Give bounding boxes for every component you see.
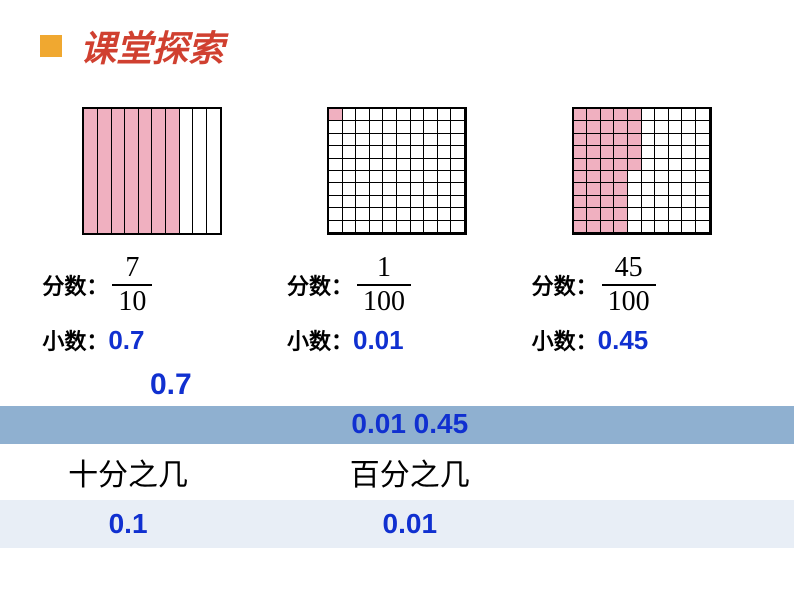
page-title: 课堂探索 — [80, 20, 224, 72]
grid-hundredths-1 — [327, 107, 467, 235]
panel-3: 分数： 45 100 小数： 0.45 — [532, 107, 752, 360]
header: 课堂探索 — [0, 0, 794, 72]
table-cell — [0, 406, 256, 444]
decimal-label: 小数： — [42, 324, 108, 356]
decimal-row-3: 小数： 0.45 — [532, 324, 649, 356]
table-cell: 十分之几 — [0, 444, 256, 500]
decimal-row-2: 小数： 0.01 — [287, 324, 404, 356]
fraction-label: 分数： — [532, 269, 598, 301]
panels-container: 分数： 7 10 小数： 0.7 分数： 1 100 小数： 0.01 分数： — [0, 72, 794, 360]
fraction-value: 1 100 — [357, 254, 411, 316]
table-header-row: 0.01 0.45 — [0, 406, 794, 444]
table-row: 0.1 0.01 — [0, 500, 794, 548]
fraction-value: 7 10 — [112, 254, 152, 316]
extra-value: 0.7 — [150, 368, 794, 402]
grid-hundredths-2 — [572, 107, 712, 235]
fraction-value: 45 100 — [602, 254, 656, 316]
panel-1: 分数： 7 10 小数： 0.7 — [42, 107, 262, 360]
table-cell: 0.01 — [256, 506, 563, 542]
fraction-row-2: 分数： 1 100 — [287, 254, 411, 316]
table-cell: 百分之几 — [256, 444, 563, 500]
bullet-icon — [40, 35, 62, 57]
table-cell — [563, 506, 794, 542]
fraction-label: 分数： — [42, 269, 108, 301]
fraction-label: 分数： — [287, 269, 353, 301]
fraction-row-1: 分数： 7 10 — [42, 254, 152, 316]
table-cell: 0.1 — [0, 506, 256, 542]
fraction-row-3: 分数： 45 100 — [532, 254, 656, 316]
decimal-label: 小数： — [532, 324, 598, 356]
panel-2: 分数： 1 100 小数： 0.01 — [287, 107, 507, 360]
table-cell — [563, 406, 794, 444]
decimal-value: 0.01 — [353, 325, 404, 356]
decimal-row-1: 小数： 0.7 — [42, 324, 144, 356]
decimal-value: 0.45 — [598, 325, 649, 356]
table-row: 十分之几 百分之几 — [0, 444, 794, 500]
grid-tenths — [82, 107, 222, 235]
decimal-value: 0.7 — [108, 325, 144, 356]
decimal-label: 小数： — [287, 324, 353, 356]
table-cell: 0.01 0.45 — [256, 406, 563, 444]
table-cell — [563, 444, 794, 500]
summary-table: 0.01 0.45 十分之几 百分之几 0.1 0.01 — [0, 406, 794, 548]
